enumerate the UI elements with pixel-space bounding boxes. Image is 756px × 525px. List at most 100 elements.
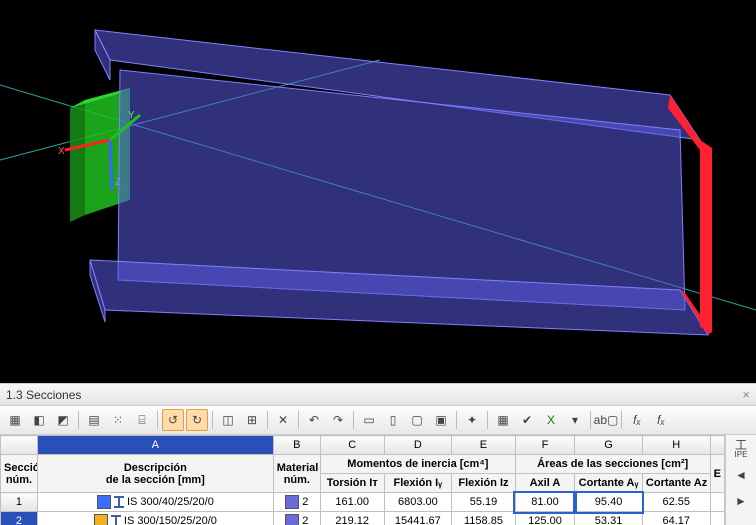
cell-cortAz[interactable]: 64.17 — [642, 512, 710, 525]
cell-cortAy[interactable]: 53.31 — [575, 512, 643, 525]
header-extra: E — [710, 455, 724, 493]
cell-torsion[interactable]: 161.00 — [320, 493, 384, 512]
tb-view1[interactable]: ◫ — [217, 409, 239, 431]
cell-extra[interactable] — [710, 512, 724, 525]
tb-filter[interactable]: ▾ — [564, 409, 586, 431]
tb-solid[interactable]: ◧ — [28, 409, 50, 431]
tb-excel[interactable]: X — [540, 409, 562, 431]
cell-cortAy[interactable]: 95.40 — [575, 493, 643, 512]
spreadsheet-area: ABCDEFGHSecciónnúm.Descripciónde la secc… — [0, 435, 756, 525]
toolbar-separator — [590, 411, 591, 429]
color-swatch-icon — [97, 495, 111, 509]
col-letter[interactable]: C — [320, 436, 384, 455]
ibeam-icon — [114, 496, 124, 508]
cell-flexIy[interactable]: 6803.00 — [384, 493, 452, 512]
tb-fx2[interactable]: fₓ — [650, 409, 672, 431]
material-swatch-icon — [285, 495, 299, 509]
cell-axil[interactable]: 125.00 — [515, 512, 574, 525]
header-material: Materialnúm. — [273, 455, 320, 493]
side-prev[interactable]: ◄ — [729, 463, 753, 487]
header-inertia-group: Momentos de inercia [cm⁴] — [320, 455, 515, 474]
tb-rot2[interactable]: ↻ — [186, 409, 208, 431]
svg-text:X: X — [58, 146, 65, 157]
col-letter[interactable]: H — [642, 436, 710, 455]
cell-material[interactable]: 2 — [273, 493, 320, 512]
toolbar-separator — [78, 411, 79, 429]
tb-fx[interactable]: fₓ — [626, 409, 648, 431]
tb-points[interactable]: ⁙ — [107, 409, 129, 431]
tb-check[interactable]: ✔ — [516, 409, 538, 431]
col-letter[interactable] — [1, 436, 38, 455]
tb-undo[interactable]: ↶ — [303, 409, 325, 431]
toolbar-separator — [353, 411, 354, 429]
tb-view2[interactable]: ⊞ — [241, 409, 263, 431]
col-letter[interactable]: G — [575, 436, 643, 455]
cell-description[interactable]: IS 300/40/25/20/0 — [37, 493, 273, 512]
sections-panel: 1.3 Secciones × ▦◧◩▤⁙⌸↺↻◫⊞✕↶↷▭▯▢▣✦▦✔X▾ab… — [0, 383, 756, 525]
sections-table[interactable]: ABCDEFGHSecciónnúm.Descripciónde la secc… — [0, 435, 725, 525]
tb-calc[interactable]: ▦ — [492, 409, 514, 431]
beam-body-icon — [90, 30, 708, 335]
cell-extra[interactable] — [710, 493, 724, 512]
table-row[interactable]: 1 IS 300/40/25/20/0 2161.006803.0055.198… — [1, 493, 725, 512]
tb-grid[interactable]: ▤ — [83, 409, 105, 431]
tb-shade[interactable]: ◩ — [52, 409, 74, 431]
col-letter[interactable]: A — [37, 436, 273, 455]
material-swatch-icon — [285, 514, 299, 525]
tb-axes[interactable]: ✦ — [461, 409, 483, 431]
panel-toolbar: ▦◧◩▤⁙⌸↺↻◫⊞✕↶↷▭▯▢▣✦▦✔X▾ab▢fₓfₓ — [0, 406, 756, 435]
col-letter[interactable]: E — [452, 436, 516, 455]
header-areas-group: Áreas de las secciones [cm²] — [515, 455, 710, 474]
viewport-svg: X Y Z — [0, 0, 756, 383]
tb-redo[interactable]: ↷ — [327, 409, 349, 431]
cell-axil[interactable]: 81.00 — [515, 493, 574, 512]
panel-titlebar[interactable]: 1.3 Secciones × — [0, 383, 756, 406]
tb-rot1[interactable]: ↺ — [162, 409, 184, 431]
cell-flexIy[interactable]: 15441.67 — [384, 512, 452, 525]
svg-text:Y: Y — [128, 110, 135, 121]
side-next[interactable]: ► — [729, 489, 753, 513]
col-letter[interactable]: B — [273, 436, 320, 455]
tb-text[interactable]: ab▢ — [595, 409, 617, 431]
tb-x[interactable]: ✕ — [272, 409, 294, 431]
ibeam-icon — [111, 515, 121, 525]
header-cortAz: Cortante Aᴢ — [642, 474, 710, 493]
col-letter[interactable]: F — [515, 436, 574, 455]
tb-section[interactable]: ⌸ — [131, 409, 153, 431]
tb-win2[interactable]: ▯ — [382, 409, 404, 431]
row-number[interactable]: 2 — [1, 512, 38, 525]
desc-text: IS 300/40/25/20/0 — [127, 496, 214, 508]
table-row[interactable]: 2 IS 300/150/25/20/0 2219.1215441.671158… — [1, 512, 725, 525]
row-number[interactable]: 1 — [1, 493, 38, 512]
desc-text: IS 300/150/25/20/0 — [124, 515, 217, 525]
header-flexIz: Flexión Iᴢ — [452, 474, 516, 493]
group-header-row: Secciónnúm.Descripciónde la sección [mm]… — [1, 455, 725, 474]
side-icons: 工IPE◄► — [725, 435, 756, 525]
3d-viewport[interactable]: X Y Z — [0, 0, 756, 383]
toolbar-separator — [456, 411, 457, 429]
cell-material[interactable]: 2 — [273, 512, 320, 525]
header-section-num: Secciónnúm. — [1, 455, 38, 493]
cell-torsion[interactable]: 219.12 — [320, 512, 384, 525]
tb-win4[interactable]: ▣ — [430, 409, 452, 431]
color-swatch-icon — [94, 514, 108, 525]
cell-flexIz[interactable]: 1158.85 — [452, 512, 516, 525]
svg-text:Z: Z — [115, 177, 121, 188]
toolbar-separator — [212, 411, 213, 429]
column-letters-row: ABCDEFGH — [1, 436, 725, 455]
toolbar-separator — [621, 411, 622, 429]
col-letter[interactable]: D — [384, 436, 452, 455]
cell-flexIz[interactable]: 55.19 — [452, 493, 516, 512]
header-cortAy: Cortante Aᵧ — [575, 474, 643, 493]
tb-win1[interactable]: ▭ — [358, 409, 380, 431]
toolbar-separator — [157, 411, 158, 429]
header-axil: Axil A — [515, 474, 574, 493]
header-flexIy: Flexión Iᵧ — [384, 474, 452, 493]
cell-description[interactable]: IS 300/150/25/20/0 — [37, 512, 273, 525]
cell-cortAz[interactable]: 62.55 — [642, 493, 710, 512]
tb-wire[interactable]: ▦ — [4, 409, 26, 431]
side-ibeam[interactable]: 工IPE — [729, 437, 753, 461]
tb-win3[interactable]: ▢ — [406, 409, 428, 431]
close-icon[interactable]: × — [742, 387, 750, 402]
col-letter[interactable] — [710, 436, 724, 455]
